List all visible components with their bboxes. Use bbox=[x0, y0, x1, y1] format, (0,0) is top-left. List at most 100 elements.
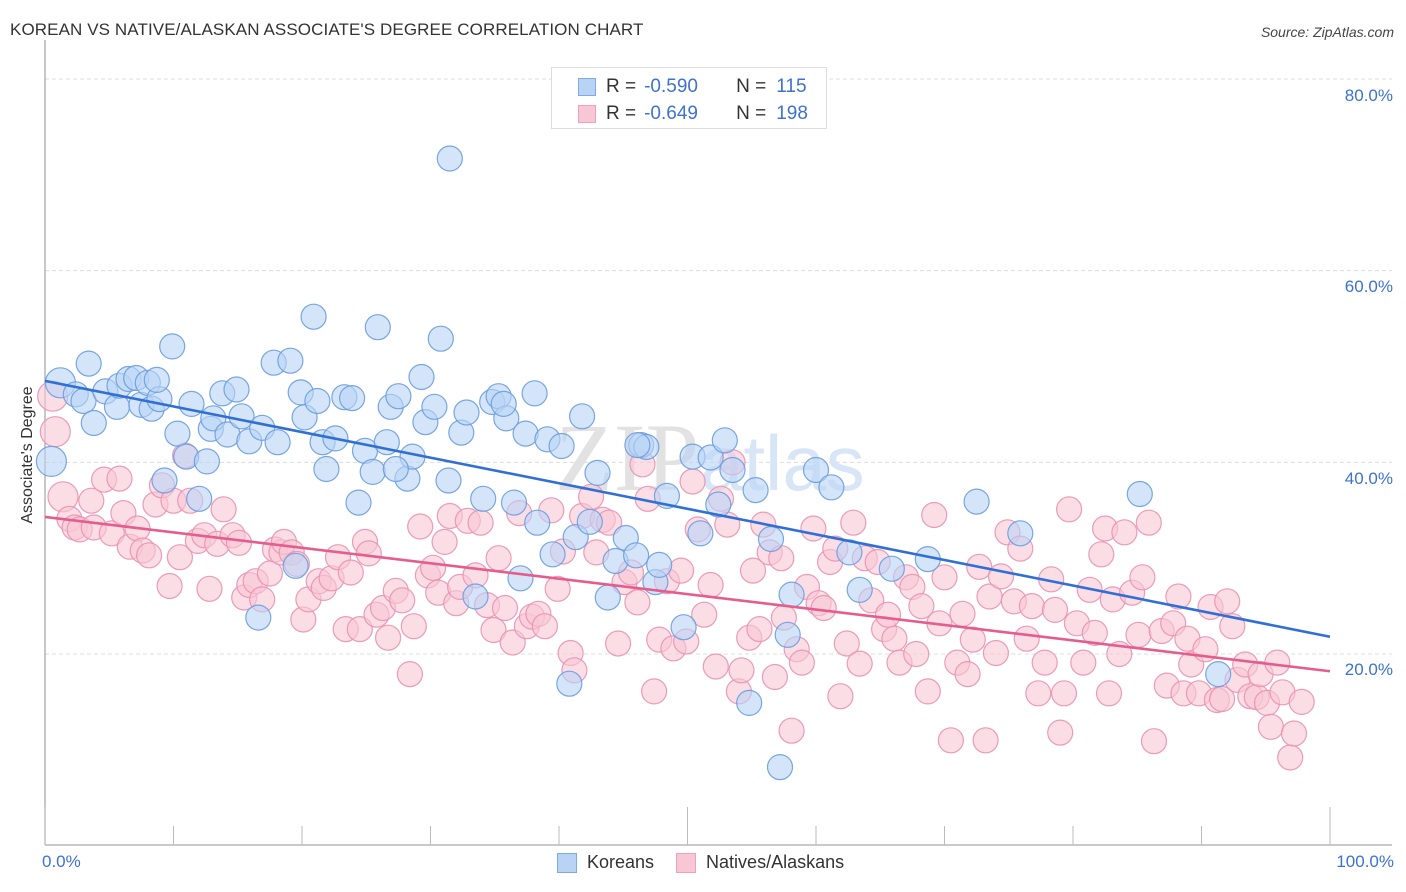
native-point bbox=[746, 615, 773, 643]
legend-row-natives: R = -0.649 N = 198 bbox=[578, 102, 808, 126]
korean-point bbox=[345, 489, 372, 516]
native-point bbox=[640, 678, 668, 705]
native-point bbox=[987, 563, 1015, 590]
trend-line-koreans bbox=[44, 379, 1331, 639]
legend-item-koreans[interactable]: Koreans bbox=[557, 852, 654, 873]
native-point bbox=[1013, 625, 1040, 652]
native-point bbox=[337, 559, 364, 586]
korean-point bbox=[313, 455, 340, 483]
korean-point bbox=[963, 488, 990, 515]
series-koreans-points bbox=[35, 145, 1232, 781]
korean-point bbox=[282, 552, 309, 579]
native-point bbox=[1018, 592, 1046, 620]
native-point bbox=[396, 660, 423, 688]
native-point bbox=[196, 575, 223, 602]
native-point bbox=[1125, 621, 1152, 648]
korean-point bbox=[556, 670, 583, 697]
korean-point bbox=[264, 429, 291, 456]
legend-label-natives: Natives/Alaskans bbox=[706, 852, 845, 872]
native-point bbox=[420, 554, 447, 581]
n-value: 198 bbox=[776, 103, 808, 124]
korean-point bbox=[711, 427, 738, 454]
native-point bbox=[544, 575, 571, 602]
korean-point bbox=[159, 333, 186, 360]
korean-point bbox=[143, 366, 170, 393]
koreans-swatch bbox=[578, 78, 596, 96]
native-point bbox=[480, 616, 507, 644]
korean-point bbox=[80, 409, 107, 437]
korean-point bbox=[766, 753, 794, 781]
korean-point bbox=[1205, 660, 1232, 688]
korean-point bbox=[705, 491, 732, 518]
native-point bbox=[136, 542, 163, 569]
korean-point bbox=[364, 314, 391, 341]
native-point bbox=[467, 509, 494, 536]
trend-lines bbox=[44, 379, 1331, 673]
native-point bbox=[1214, 588, 1241, 615]
native-point bbox=[491, 594, 519, 622]
korean-point bbox=[339, 385, 366, 412]
native-point bbox=[225, 529, 253, 556]
native-point bbox=[908, 592, 935, 620]
native-point bbox=[800, 515, 827, 542]
native-point bbox=[1288, 688, 1315, 716]
natives-swatch bbox=[578, 105, 596, 123]
native-point bbox=[827, 683, 854, 710]
koreans-swatch bbox=[557, 852, 577, 873]
korean-point bbox=[151, 467, 178, 494]
native-point bbox=[739, 557, 767, 584]
native-point bbox=[1165, 583, 1192, 610]
korean-point bbox=[778, 581, 805, 608]
native-point bbox=[931, 564, 958, 591]
n-label: N = bbox=[736, 103, 767, 124]
native-point bbox=[1047, 719, 1074, 746]
native-point bbox=[846, 650, 873, 677]
korean-point bbox=[736, 689, 763, 717]
korean-point bbox=[846, 576, 873, 603]
native-point bbox=[903, 640, 930, 668]
legend-row-koreans: R = -0.590 N = 115 bbox=[578, 75, 807, 99]
native-point bbox=[697, 571, 724, 599]
korean-point bbox=[500, 489, 528, 516]
native-point bbox=[485, 545, 512, 572]
native-point bbox=[1280, 720, 1308, 747]
korean-point bbox=[435, 467, 462, 494]
native-point bbox=[959, 626, 986, 653]
native-point bbox=[881, 625, 908, 652]
native-point bbox=[106, 465, 133, 492]
source-credit: Source: ZipAtlas.com bbox=[1260, 24, 1394, 40]
native-point bbox=[355, 540, 382, 567]
korean-point bbox=[277, 347, 304, 374]
korean-point bbox=[490, 390, 517, 417]
korean-point bbox=[300, 303, 327, 330]
native-point bbox=[1257, 713, 1285, 740]
native-point bbox=[954, 660, 981, 688]
native-point bbox=[921, 501, 948, 529]
legend-item-natives[interactable]: Natives/Alaskans bbox=[676, 852, 844, 873]
native-point bbox=[1219, 613, 1246, 640]
native-point bbox=[1031, 649, 1058, 676]
native-point bbox=[39, 416, 71, 448]
korean-point bbox=[687, 520, 714, 547]
y-tick-20: 20.0% bbox=[1344, 660, 1393, 679]
native-point bbox=[833, 630, 860, 657]
native-point bbox=[389, 587, 416, 614]
korean-point bbox=[548, 432, 575, 460]
korean-point bbox=[1126, 480, 1153, 508]
native-point bbox=[788, 649, 816, 676]
korean-point bbox=[742, 477, 769, 504]
series-legend: Koreans Natives/Alaskans bbox=[557, 852, 866, 873]
korean-point bbox=[223, 376, 250, 403]
korean-point bbox=[576, 508, 603, 535]
native-point bbox=[982, 639, 1010, 667]
native-point bbox=[166, 544, 193, 571]
korean-point bbox=[164, 420, 191, 447]
korean-point bbox=[1007, 520, 1034, 547]
korean-point bbox=[462, 583, 489, 610]
x-tick-max: 100.0% bbox=[1336, 852, 1394, 871]
native-point bbox=[1129, 564, 1156, 591]
y-tick-60: 60.0% bbox=[1344, 277, 1393, 296]
korean-point bbox=[408, 363, 435, 391]
korean-point bbox=[568, 403, 596, 430]
korean-point bbox=[802, 456, 830, 484]
